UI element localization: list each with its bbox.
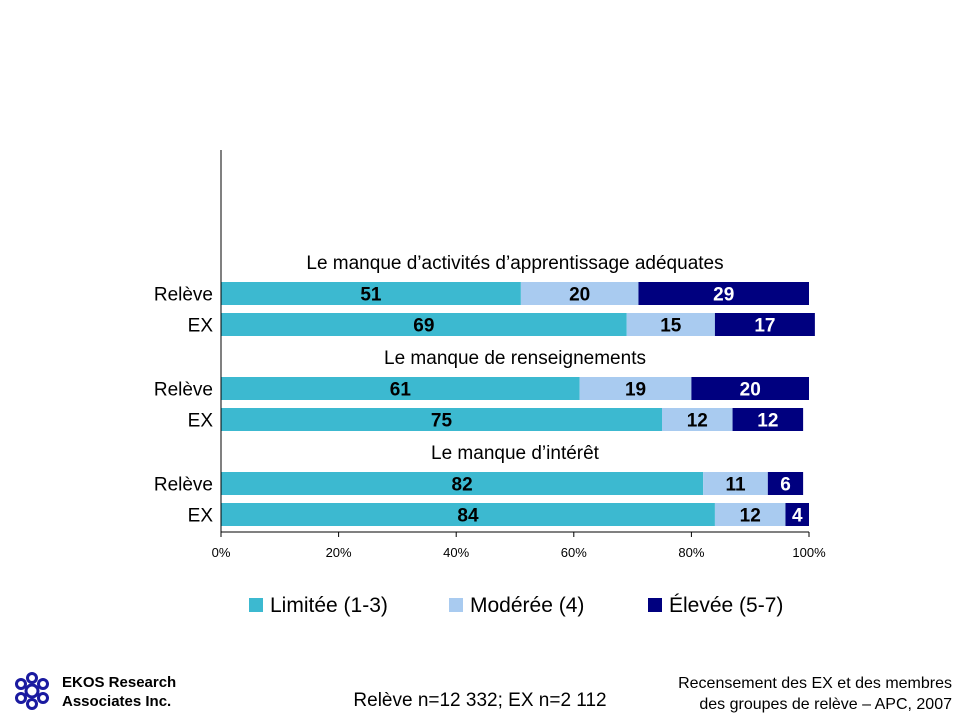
legend-swatch — [449, 598, 463, 612]
source-note: Recensement des EX et des membres des gr… — [678, 673, 952, 715]
data-label: 82 — [452, 475, 473, 496]
bar-segment — [221, 503, 715, 526]
x-tick-label: 20% — [326, 545, 352, 560]
x-tick-label: 60% — [561, 545, 587, 560]
bar-segment — [767, 472, 804, 495]
legend-label: Élevée (5-7) — [669, 594, 783, 617]
bar-segment — [785, 503, 809, 526]
data-label: 51 — [360, 285, 382, 306]
bar-segment — [221, 472, 704, 495]
data-label: 6 — [780, 475, 791, 496]
group-title: Le manque de renseignements — [384, 348, 646, 369]
row-label: EX — [188, 506, 214, 527]
bar-segment — [221, 408, 662, 431]
row-label: Relève — [154, 285, 213, 306]
bar-segment — [638, 282, 809, 305]
x-tick-label: 100% — [792, 545, 826, 560]
bar-segment — [662, 408, 733, 431]
data-label: 20 — [740, 380, 761, 401]
x-tick-label: 80% — [678, 545, 704, 560]
bar-segment — [626, 313, 715, 336]
bar-segment — [221, 377, 580, 400]
ekos-logo-icon — [15, 672, 49, 710]
row-label: Relève — [154, 380, 213, 401]
data-label: 4 — [792, 506, 803, 527]
source-note-line-1: Recensement des EX et des membres — [678, 675, 952, 692]
stacked-bar-chart: Le manque d’activités d’apprentissage ad… — [154, 150, 826, 617]
row-label: EX — [188, 316, 214, 337]
data-label: 20 — [569, 285, 590, 306]
x-tick-label: 0% — [212, 545, 231, 560]
data-label: 17 — [754, 316, 775, 337]
bar-segment — [579, 377, 692, 400]
bar-segment — [714, 313, 815, 336]
data-label: 84 — [457, 506, 479, 527]
data-label: 61 — [390, 380, 412, 401]
x-tick-label: 40% — [443, 545, 469, 560]
data-label: 29 — [713, 285, 734, 306]
sample-size-note: Relève n=12 332; EX n=2 112 — [353, 690, 607, 711]
row-label: EX — [188, 411, 214, 432]
data-label: 12 — [740, 506, 761, 527]
bar-segment — [703, 472, 768, 495]
company-name: EKOS Research Associates Inc. — [62, 673, 176, 711]
bar-segment — [221, 313, 627, 336]
legend-swatch — [249, 598, 263, 612]
bar-segment — [732, 408, 804, 431]
data-label: 11 — [725, 475, 746, 496]
bar-segment — [221, 282, 521, 305]
data-label: 15 — [660, 316, 682, 337]
legend-swatch — [648, 598, 662, 612]
legend-label: Limitée (1-3) — [270, 594, 388, 617]
bar-segment — [714, 503, 786, 526]
data-label: 69 — [413, 316, 434, 337]
row-label: Relève — [154, 475, 213, 496]
data-label: 12 — [757, 411, 778, 432]
company-name-line-2: Associates Inc. — [62, 693, 172, 710]
data-label: 12 — [687, 411, 708, 432]
bar-segment — [691, 377, 809, 400]
company-name-line-1: EKOS Research — [62, 674, 177, 691]
data-label: 75 — [431, 411, 453, 432]
bar-segment — [520, 282, 639, 305]
source-note-line-2: des groupes de relève – APC, 2007 — [699, 696, 952, 713]
group-title: Le manque d’activités d’apprentissage ad… — [306, 253, 723, 274]
data-label: 19 — [625, 380, 646, 401]
legend-label: Modérée (4) — [470, 594, 584, 617]
group-title: Le manque d’intérêt — [431, 443, 600, 464]
